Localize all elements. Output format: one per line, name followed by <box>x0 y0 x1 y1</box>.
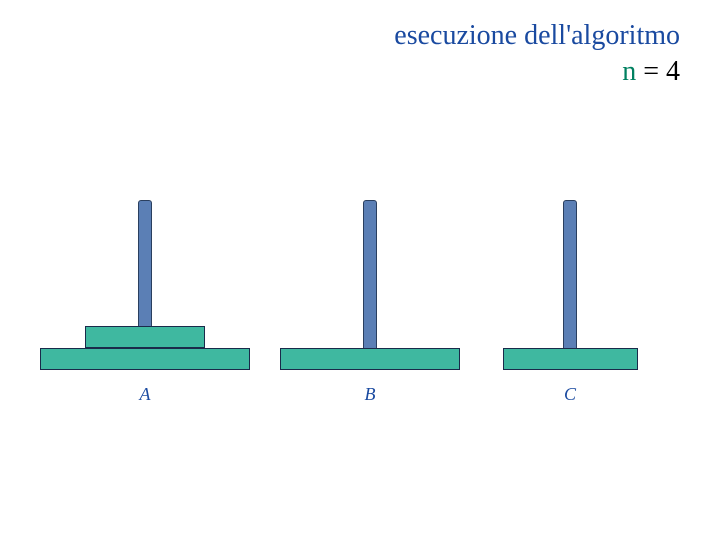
peg-B-rod <box>363 200 377 370</box>
peg-A-label: A <box>135 384 155 405</box>
title-area: esecuzione dell'algoritmo n = 4 <box>394 20 680 88</box>
title-line1: esecuzione dell'algoritmo <box>394 20 680 52</box>
peg-C-disk-0 <box>503 348 638 370</box>
hanoi-pegs-area: A B C <box>0 160 720 410</box>
peg-C-label: C <box>560 384 580 405</box>
peg-B-disk-0 <box>280 348 460 370</box>
n-value: 4 <box>666 56 680 87</box>
n-variable: n <box>622 56 636 87</box>
equals-sign: = <box>636 56 666 87</box>
peg-C-rod <box>563 200 577 370</box>
title-line2: n = 4 <box>394 56 680 88</box>
peg-A-disk-0 <box>40 348 250 370</box>
peg-B-label: B <box>360 384 380 405</box>
peg-A-disk-1 <box>85 326 205 348</box>
